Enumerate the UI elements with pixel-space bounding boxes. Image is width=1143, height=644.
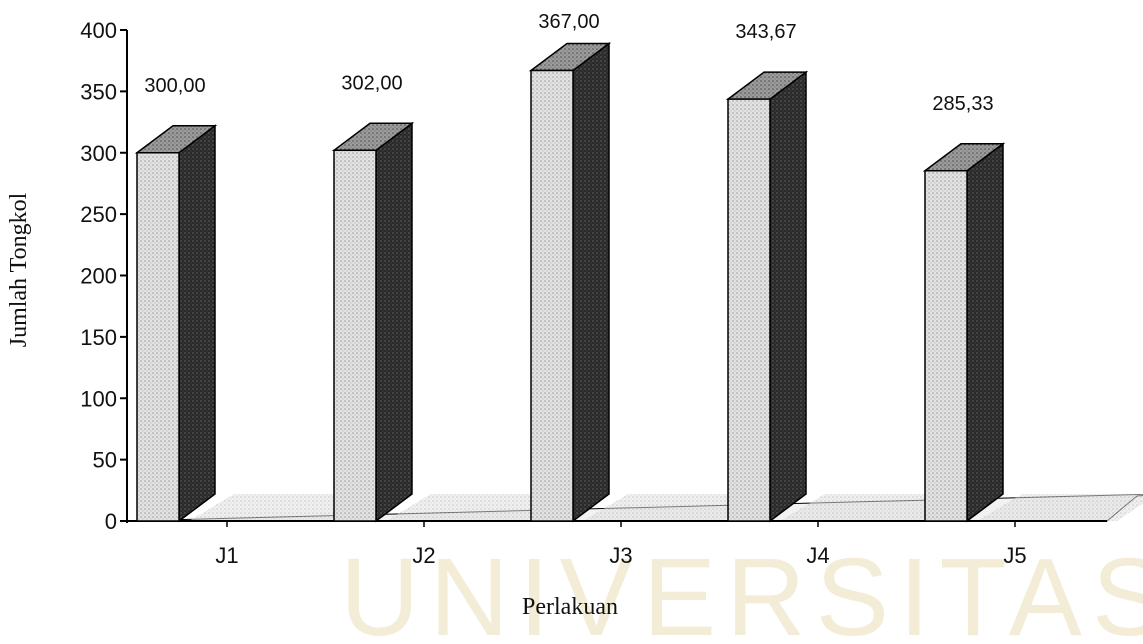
y-tick-label: 50 xyxy=(93,448,117,473)
category-label-j3: J3 xyxy=(609,543,632,568)
x-axis-title: Perlakuan xyxy=(522,594,618,620)
bar-side-face xyxy=(375,121,413,523)
y-axis: 0 50 100 150 200 250 300 350 400 xyxy=(80,18,1107,534)
data-label-j3: 367,00 xyxy=(538,11,599,33)
bar-floor-shadow xyxy=(780,494,960,521)
bar-floor-shadow xyxy=(189,494,369,521)
data-label-j1: 300,00 xyxy=(144,75,205,97)
bars xyxy=(134,42,1006,523)
y-axis-title: Jumlah Tongkol xyxy=(6,192,32,347)
category-label-j5: J5 xyxy=(1003,543,1026,568)
bar-floor-shadow xyxy=(977,494,1143,521)
bar-j3 xyxy=(528,42,612,523)
bar-side-face xyxy=(572,42,610,523)
bar-j1 xyxy=(134,124,218,523)
bar-front-face xyxy=(727,98,771,522)
bar-side-face xyxy=(178,124,216,523)
bar-side-face xyxy=(769,70,807,523)
data-label-j4: 343,67 xyxy=(735,21,796,43)
y-tick-label: 350 xyxy=(80,79,117,104)
y-tick-label: 300 xyxy=(80,141,117,166)
bar-front-face xyxy=(136,152,180,522)
bar-side-face xyxy=(966,142,1004,523)
bar-floor-shadow xyxy=(386,494,566,521)
y-tick-label: 150 xyxy=(80,325,117,350)
bar-j4 xyxy=(725,70,809,523)
bar-j5 xyxy=(922,142,1006,523)
bar-floor-shadow xyxy=(583,494,763,521)
labels: 300,00 J1 302,00 J2 367,00 J3 343,67 J4 285,33 J5 xyxy=(144,11,1026,568)
y-tick-label: 100 xyxy=(80,386,117,411)
y-tick-label: 400 xyxy=(80,18,117,43)
watermark-text: UNIVERSITAS xyxy=(340,536,1143,644)
data-label-j2: 302,00 xyxy=(341,72,402,94)
category-label-j1: J1 xyxy=(215,543,238,568)
y-tick-label: 200 xyxy=(80,264,117,289)
bar-front-face xyxy=(530,69,574,522)
y-tick-label: 250 xyxy=(80,202,117,227)
data-label-j5: 285,33 xyxy=(932,93,993,115)
bar-front-face xyxy=(333,149,377,522)
bar-front-face xyxy=(924,170,968,522)
category-label-j2: J2 xyxy=(412,543,435,568)
category-label-j4: J4 xyxy=(806,543,829,568)
y-tick-label: 0 xyxy=(105,509,117,534)
bar-j2 xyxy=(331,121,415,523)
